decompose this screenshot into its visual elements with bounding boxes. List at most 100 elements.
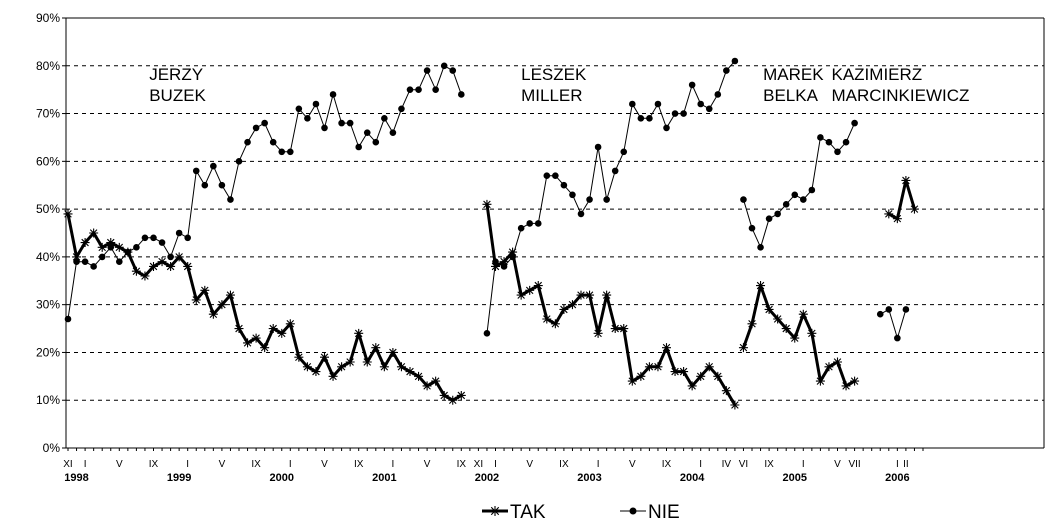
data-point-nie (107, 244, 115, 251)
data-point-tak (516, 290, 526, 300)
data-point-nie (210, 162, 217, 170)
data-point-tak (567, 300, 577, 310)
data-point-tak (696, 371, 706, 381)
data-point-tak (362, 357, 372, 367)
data-point-tak (704, 362, 714, 372)
data-point-nie (363, 129, 371, 136)
data-point-nie (876, 310, 884, 318)
data-point-nie (116, 258, 123, 265)
data-point-tak (302, 362, 312, 372)
x-tick-label: I (84, 459, 87, 470)
data-point-nie (842, 138, 850, 146)
data-point-tak (815, 376, 825, 386)
data-point-nie (731, 57, 739, 65)
data-point-nie (158, 239, 166, 246)
data-point-tak (131, 266, 141, 276)
y-tick-label: 0% (43, 441, 61, 455)
data-point-tak (884, 209, 894, 219)
y-tick-label: 40% (36, 250, 60, 264)
data-point-tak (277, 328, 287, 338)
data-point-nie (697, 100, 704, 108)
x-tick-label: I (896, 459, 899, 470)
y-tick-label: 70% (36, 107, 60, 121)
data-point-tak (388, 347, 398, 357)
data-point-nie (894, 334, 901, 342)
data-point-tak (268, 324, 278, 334)
data-point-tak (644, 362, 654, 372)
data-point-tak (619, 324, 629, 334)
data-point-tak (234, 324, 244, 334)
data-point-nie (748, 224, 756, 232)
data-point-nie (765, 215, 773, 222)
legend-item-nie: NIE (620, 502, 680, 523)
data-point-nie (175, 229, 183, 237)
data-point-tak (114, 242, 124, 252)
data-point-nie (440, 62, 448, 70)
series-line-tak (66, 213, 463, 402)
y-tick-label: 50% (36, 202, 60, 216)
x-tick-label: IV (722, 459, 732, 470)
x-tick-label: IX (149, 459, 159, 470)
data-point-nie (141, 234, 149, 242)
x-tick-label: VI (739, 459, 748, 470)
legend: TAK NIE (482, 502, 680, 523)
data-point-tak (294, 352, 304, 362)
data-point-nie (73, 258, 80, 265)
legend-label-tak: TAK (510, 502, 546, 523)
annotations: JERZY BUZEK LESZEK MILLER MAREK BELKAKAZIMIER… (149, 65, 969, 105)
y-tick-label: 90% (36, 11, 60, 25)
data-point-tak (371, 343, 381, 353)
data-point-nie (483, 330, 491, 337)
data-point-nie (355, 143, 363, 151)
data-point-tak (328, 371, 338, 381)
data-point-tak (80, 238, 90, 248)
data-point-nie (757, 244, 764, 251)
data-point-tak (200, 285, 210, 295)
data-point-tak (456, 390, 466, 400)
data-point-tak (807, 328, 817, 338)
series-lines (66, 60, 916, 406)
data-point-tak (585, 290, 595, 300)
data-point-tak (311, 367, 321, 377)
data-point-nie (654, 100, 662, 108)
data-point-tak (841, 381, 851, 391)
x-tick-label: IX (559, 459, 569, 470)
x-year-label: 2003 (577, 472, 601, 484)
data-point-nie (680, 110, 687, 117)
data-point-nie (885, 306, 893, 313)
x-year-label: 2001 (372, 472, 396, 484)
data-point-nie (304, 115, 311, 122)
x-axis: XI I V IX I V IX I V IX I V IX XI I V IX I V IX I IV VI IX I V VII… (63, 447, 1044, 484)
x-tick-label: XI (63, 459, 72, 470)
legend-item-tak: TAK (482, 502, 546, 523)
data-point-tak (89, 228, 99, 238)
legend-marker (629, 507, 637, 515)
data-point-nie (415, 86, 422, 93)
data-point-nie (646, 115, 653, 122)
data-point-nie (705, 105, 713, 113)
data-point-tak (764, 304, 774, 314)
data-point-tak (106, 238, 116, 248)
data-point-nie (569, 191, 576, 199)
data-point-nie (423, 67, 431, 74)
data-point-nie (637, 115, 645, 122)
series-line-tak (742, 284, 856, 388)
data-point-nie (534, 220, 542, 227)
x-year-label: 2006 (885, 472, 909, 484)
data-point-tak (422, 381, 432, 391)
data-point-tak (354, 328, 364, 338)
period-annotation: MAREK BELKA (763, 65, 824, 105)
x-tick-label: II (903, 459, 909, 470)
x-tick-label: I (699, 459, 702, 470)
data-point-nie (603, 196, 610, 203)
data-point-nie (372, 138, 380, 146)
data-point-nie (432, 86, 439, 93)
data-point-tak (576, 290, 586, 300)
data-point-tak (183, 261, 193, 271)
data-point-nie (782, 201, 790, 208)
data-point-tak (491, 261, 500, 271)
x-tick-label: I (392, 459, 395, 470)
x-year-label: 2000 (270, 472, 294, 484)
data-point-tak (610, 324, 620, 334)
data-point-nie (586, 196, 593, 203)
